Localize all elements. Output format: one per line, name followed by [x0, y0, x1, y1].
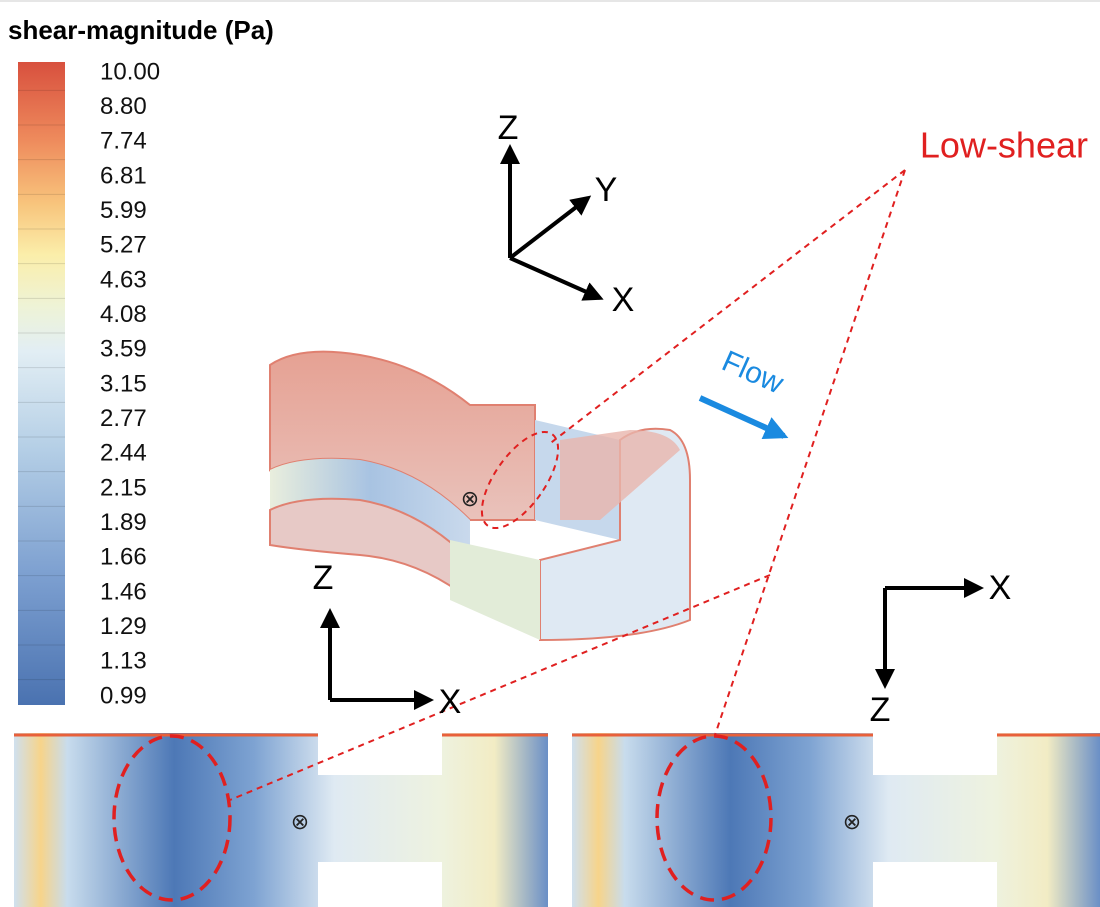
figure: shear-magnitude (Pa) 10.00 8.80 7.74 6.81 5.… — [0, 0, 1100, 907]
colorbar-tick-label: 5.99 — [100, 197, 147, 224]
colorbar-tick-label: 0.99 — [100, 682, 147, 709]
colorbar-tick-label: 2.77 — [100, 405, 147, 432]
axis-label: X — [439, 683, 462, 721]
colorbar-tick-label: 10.00 — [100, 58, 160, 85]
colorbar-tick-label: 8.80 — [100, 93, 147, 120]
legend-title: shear-magnitude (Pa) — [8, 15, 274, 45]
axis-label: X — [989, 569, 1012, 607]
section-left — [14, 733, 548, 907]
axes-top: Z Y X — [498, 109, 635, 319]
axis-label: Y — [595, 171, 618, 209]
flow-arrow — [700, 398, 784, 436]
colorbar-tick-label: 1.13 — [100, 648, 147, 675]
axes-plan: X Z — [870, 569, 1012, 729]
flow-marker: ⊗ — [843, 809, 861, 834]
flow-label: Flow — [717, 345, 789, 401]
colorbar-tick-label: 1.29 — [100, 613, 147, 640]
colorbar-tick-label: 3.15 — [100, 370, 147, 397]
page: {"legend": {"title": "shear-magnitude (P… — [0, 0, 1100, 907]
colorbar-tick-label: 1.46 — [100, 578, 147, 605]
section-right — [572, 733, 1100, 907]
axis-label: Z — [313, 559, 334, 597]
colorbar-tick-label: 7.74 — [100, 128, 147, 155]
low-shear-label: Low-shear — [920, 125, 1088, 166]
colorbar-tick-label: 1.66 — [100, 544, 147, 571]
flow-marker: ⊗ — [291, 809, 309, 834]
axis-label: Z — [498, 109, 519, 147]
colorbar-tick-label: 5.27 — [100, 232, 147, 259]
colorbar-tick-label: 1.89 — [100, 509, 147, 536]
colorbar — [18, 62, 65, 705]
flow-marker: ⊗ — [461, 486, 479, 511]
colorbar-tick-label: 6.81 — [100, 162, 147, 189]
colorbar-tick-label: 3.59 — [100, 336, 147, 363]
axis-label: Z — [870, 691, 891, 729]
axes-front: Z X — [313, 559, 462, 721]
colorbar-tick-label: 4.08 — [100, 301, 147, 328]
axis-label: X — [612, 281, 635, 319]
colorbar-tick-label: 4.63 — [100, 266, 147, 293]
colorbar-tick-label: 2.44 — [100, 440, 147, 467]
colorbar-tick-label: 2.15 — [100, 474, 147, 501]
